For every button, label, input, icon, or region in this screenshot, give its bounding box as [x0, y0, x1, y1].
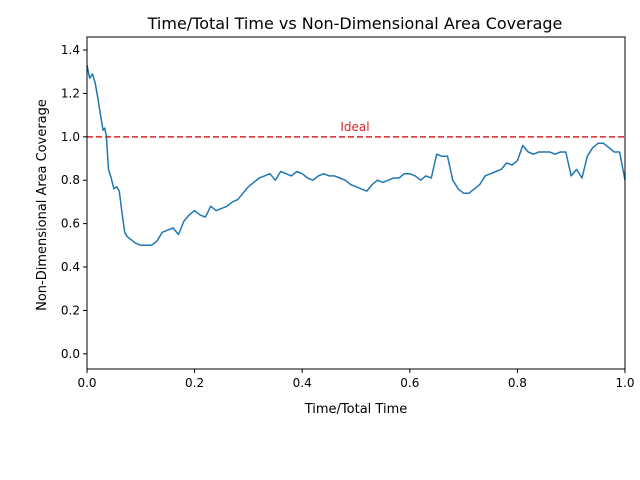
y-tick-label: 0.6 — [61, 217, 80, 231]
x-axis-label: Time/Total Time — [304, 402, 408, 417]
x-tick-label: 1.0 — [615, 376, 634, 390]
y-tick-label: 0.2 — [61, 303, 80, 317]
y-tick-label: 0.0 — [61, 347, 80, 361]
ideal-reference-label: Ideal — [340, 120, 369, 134]
x-tick-label: 0.6 — [400, 376, 419, 390]
chart-title: Time/Total Time vs Non-Dimensional Area … — [147, 14, 563, 33]
y-axis-label: Non-Dimensional Area Coverage — [35, 99, 50, 311]
series-line-1 — [86, 65, 626, 247]
y-tick-label: 1.0 — [61, 130, 80, 144]
y-axis: 0.0 0.2 0.4 0.6 0.8 1.0 1.2 1.4 — [61, 43, 87, 361]
x-axis: 0.0 0.2 0.4 0.6 0.8 1.0 — [77, 369, 635, 390]
x-tick-label: 0.0 — [77, 376, 96, 390]
plot-frame — [86, 36, 626, 370]
series-layer — [86, 65, 626, 247]
reference-layer: Ideal — [87, 120, 625, 138]
x-tick-label: 0.4 — [293, 376, 312, 390]
y-tick-label: 1.2 — [61, 86, 80, 100]
y-tick-label: 1.4 — [61, 43, 80, 57]
y-tick-label: 0.8 — [61, 173, 80, 187]
y-tick-label: 0.4 — [61, 260, 80, 274]
x-tick-label: 0.2 — [185, 376, 204, 390]
x-tick-label: 0.8 — [508, 376, 527, 390]
